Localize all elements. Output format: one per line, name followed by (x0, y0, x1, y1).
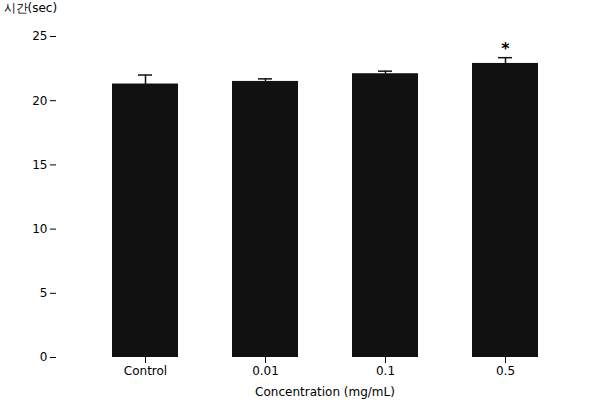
svg-text:0: 0 (40, 350, 48, 364)
svg-text:5: 5 (40, 286, 48, 300)
svg-text:25: 25 (32, 29, 47, 43)
svg-text:10: 10 (32, 222, 47, 236)
svg-text:0.5: 0.5 (496, 364, 515, 378)
svg-text:20: 20 (32, 94, 47, 108)
svg-text:0.01: 0.01 (252, 364, 279, 378)
svg-text:시간(sec): 시간(sec) (4, 1, 58, 15)
svg-text:Control: Control (124, 364, 167, 378)
svg-text:0.1: 0.1 (376, 364, 395, 378)
svg-text:15: 15 (32, 158, 47, 172)
svg-text:Concentration (mg/mL): Concentration (mg/mL) (255, 385, 395, 399)
svg-text:*: * (501, 39, 510, 58)
